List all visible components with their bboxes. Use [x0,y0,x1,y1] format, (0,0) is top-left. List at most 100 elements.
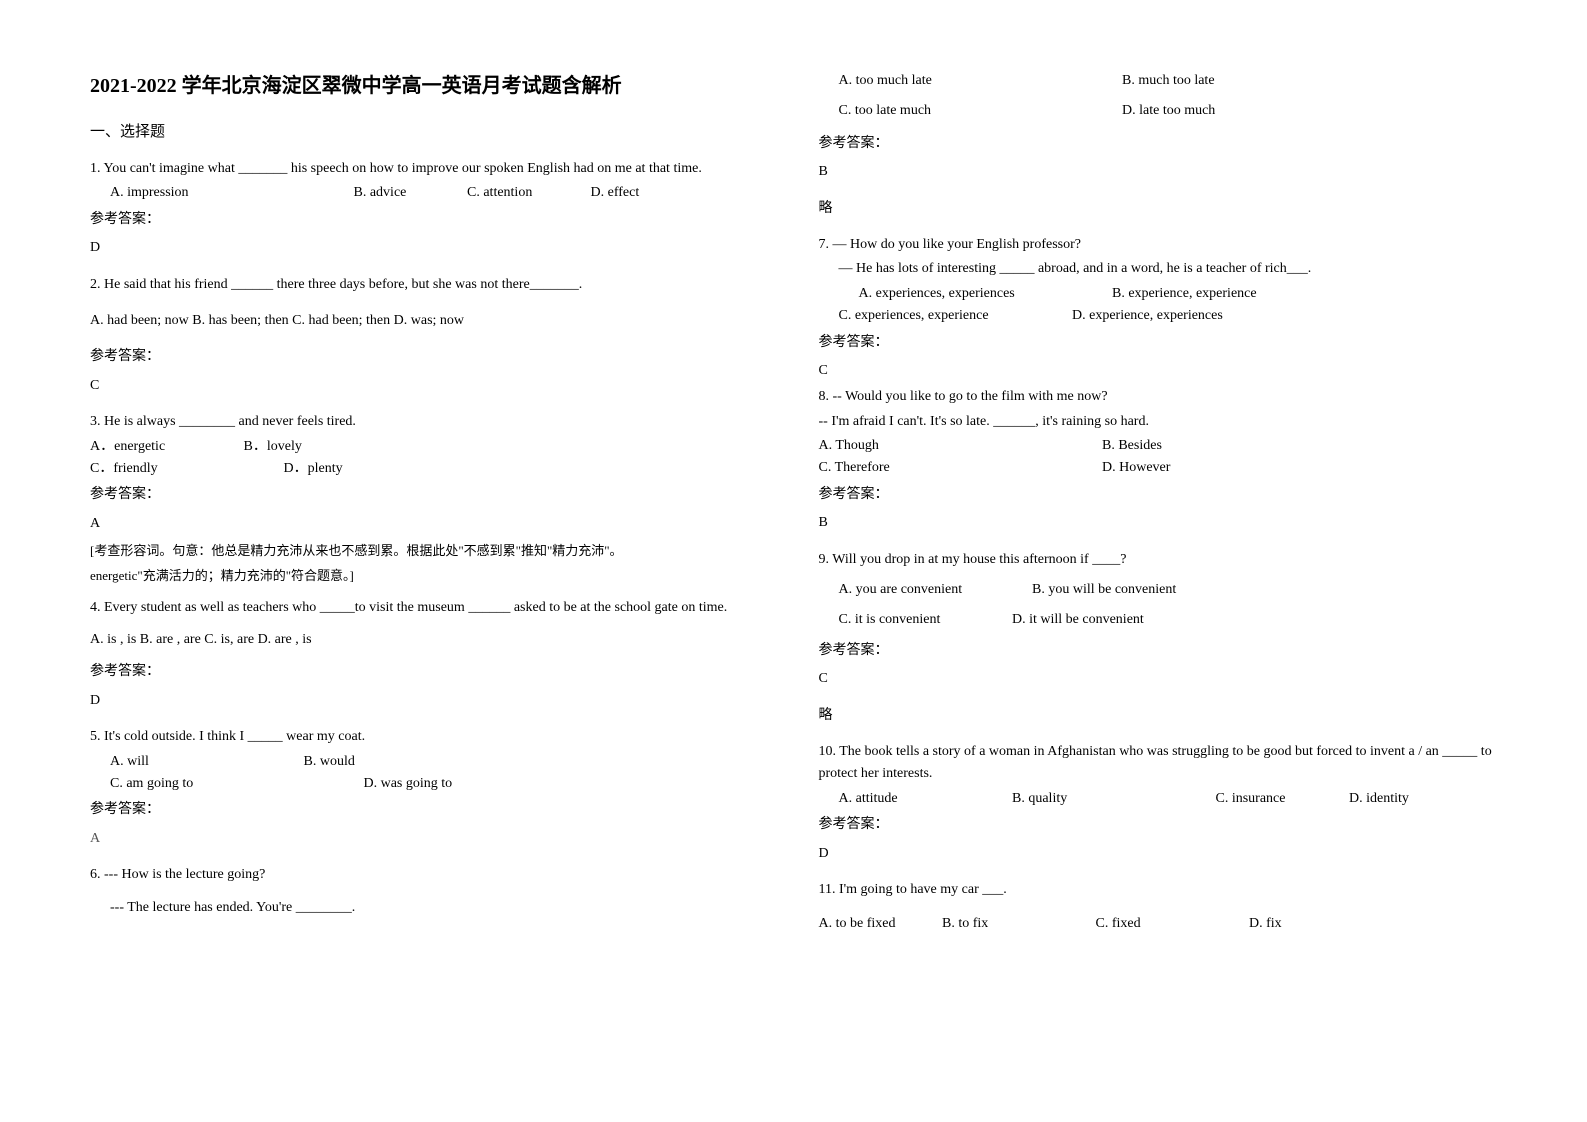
q6-lue: 略 [819,198,1498,220]
right-column: A. too much late B. much too late C. too… [819,70,1498,1082]
q3-opt-b: B．lovely [244,439,302,454]
q8-opt-d: D. However [1102,457,1382,479]
q6-stem-2: --- The lecture has ended. You're ______… [90,897,769,919]
q5-opt-b: B. would [304,754,355,769]
answer-label: 参考答案： [819,484,1498,506]
q6-opt-b: B. much too late [1122,70,1402,92]
q5-row1: A. will B. would [90,751,769,773]
section-heading: 一、选择题 [90,120,769,144]
q8-row1: A. Though B. Besides [819,435,1498,457]
q8-opt-b: B. Besides [1102,435,1382,457]
q10-opt-c: C. insurance [1216,788,1346,810]
question-2: 2. He said that his friend ______ there … [90,274,769,369]
q3-row2: C．friendly D．plenty [90,458,769,480]
q7-stem-1: 7. — How do you like your English profes… [819,234,1498,256]
q6-stem-1: 6. --- How is the lecture going? [90,864,769,886]
q10-stem: 10. The book tells a story of a woman in… [819,741,1498,786]
q5-row2: C. am going to D. was going to [90,773,769,795]
q3-explanation-1: [考查形容词。句意：他总是精力充沛从来也不感到累。根据此处"不感到累"推知"精力… [90,541,769,562]
q3-answer: A [90,513,769,535]
q6-answer: B [819,161,1498,183]
q7-stem-2: — He has lots of interesting _____ abroa… [819,258,1498,280]
q1-opt-b: B. advice [354,182,444,204]
q3-opt-c: C．friendly [90,458,280,480]
q9-opt-b: B. you will be convenient [1032,582,1176,597]
q10-opt-a: A. attitude [839,788,1009,810]
q1-opt-c: C. attention [467,182,567,204]
question-1: 1. You can't imagine what _______ his sp… [90,158,769,231]
q7-opt-d: D. experience, experiences [1072,308,1223,323]
q7-row1: A. experiences, experiences B. experienc… [819,283,1498,305]
q9-stem: 9. Will you drop in at my house this aft… [819,549,1498,571]
q8-stem-2: -- I'm afraid I can't. It's so late. ___… [819,411,1498,433]
q8-stem-1: 8. -- Would you like to go to the film w… [819,386,1498,408]
q2-answer: C [90,375,769,397]
q1-opt-a: A. impression [110,182,290,204]
answer-label: 参考答案： [819,640,1498,662]
q11-options: A. to be fixed B. to fix C. fixed D. fix [819,913,1498,935]
answer-label: 参考答案： [90,799,769,821]
q7-opt-a: A. experiences, experiences [859,283,1109,305]
q1-answer: D [90,237,769,259]
q8-opt-a: A. Though [819,435,1099,457]
left-column: 2021-2022 学年北京海淀区翠微中学高一英语月考试题含解析 一、选择题 1… [90,70,769,1082]
q6-opt-d: D. late too much [1122,100,1402,122]
q6-row1: A. too much late B. much too late [819,70,1498,92]
question-10: 10. The book tells a story of a woman in… [819,741,1498,837]
q5-opt-d: D. was going to [364,776,453,791]
answer-label: 参考答案： [819,332,1498,354]
q10-opt-d: D. identity [1349,791,1409,806]
q9-row2: C. it is convenient D. it will be conven… [819,609,1498,631]
q9-row1: A. you are convenient B. you will be con… [819,579,1498,601]
q3-explanation-2: energetic"充满活力的；精力充沛的"符合题意。] [90,566,769,587]
q7-opt-c: C. experiences, experience [839,305,1069,327]
question-9: 9. Will you drop in at my house this aft… [819,549,1498,663]
q9-lue: 略 [819,705,1498,727]
answer-label: 参考答案： [90,209,769,231]
q1-opt-d: D. effect [591,182,640,204]
question-3: 3. He is always ________ and never feels… [90,411,769,507]
q8-opt-c: C. Therefore [819,457,1099,479]
q2-stem: 2. He said that his friend ______ there … [90,274,769,296]
q11-opt-d: D. fix [1249,916,1282,931]
question-5: 5. It's cold outside. I think I _____ we… [90,726,769,822]
q10-options: A. attitude B. quality C. insurance D. i… [819,788,1498,810]
answer-label: 参考答案： [90,484,769,506]
q11-opt-b: B. to fix [942,913,1092,935]
question-11: 11. I'm going to have my car ___. A. to … [819,879,1498,936]
question-4: 4. Every student as well as teachers who… [90,597,769,684]
q6-opt-a: A. too much late [839,70,1119,92]
q2-options: A. had been; now B. has been; then C. ha… [90,310,769,332]
answer-label: 参考答案： [90,661,769,683]
page-title: 2021-2022 学年北京海淀区翠微中学高一英语月考试题含解析 [90,70,769,102]
q11-opt-c: C. fixed [1096,913,1246,935]
q5-stem: 5. It's cold outside. I think I _____ we… [90,726,769,748]
q8-row2: C. Therefore D. However [819,457,1498,479]
q10-answer: D [819,843,1498,865]
answer-label: 参考答案： [819,133,1498,155]
q6-row2: C. too late much D. late too much [819,100,1498,122]
q8-answer: B [819,512,1498,534]
q7-opt-b: B. experience, experience [1112,286,1257,301]
q3-opt-d: D．plenty [284,461,343,476]
q5-opt-a: A. will [110,751,300,773]
q5-opt-c: C. am going to [110,773,360,795]
q4-stem: 4. Every student as well as teachers who… [90,597,769,619]
answer-label: 参考答案： [90,346,769,368]
q1-options: A. impression B. advice C. attention D. … [90,182,769,204]
q9-opt-a: A. you are convenient [839,579,1029,601]
question-6: 6. --- How is the lecture going? --- The… [90,864,769,919]
q3-opt-a: A．energetic [90,436,240,458]
q7-answer: C [819,360,1498,382]
q10-opt-b: B. quality [1012,788,1212,810]
q4-answer: D [90,690,769,712]
answer-label: 参考答案： [819,814,1498,836]
q3-row1: A．energetic B．lovely [90,436,769,458]
q9-answer: C [819,668,1498,690]
q4-options: A. is , is B. are , are C. is, are D. ar… [90,629,769,651]
q5-answer: A [90,828,769,850]
q7-row2: C. experiences, experience D. experience… [819,305,1498,327]
question-7: 7. — How do you like your English profes… [819,234,1498,354]
q11-opt-a: A. to be fixed [819,913,939,935]
q9-opt-d: D. it will be convenient [1012,612,1144,627]
